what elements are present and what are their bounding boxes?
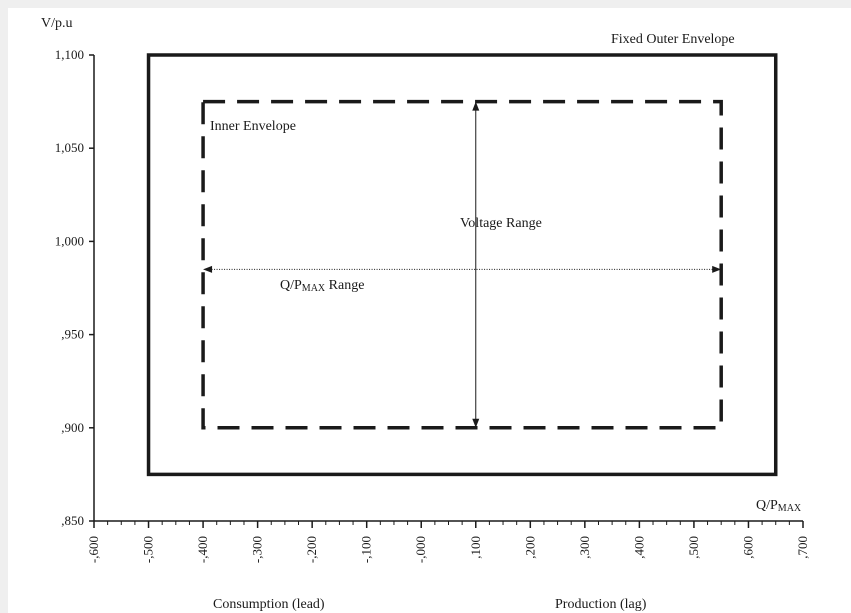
inner-envelope [201,99,723,430]
outer-envelope-label: Fixed Outer Envelope [611,32,735,47]
voltage-arrow-head-top [472,101,480,111]
y-ticks: 1,100 1,050 1,000 ,950 ,900 ,850 [55,47,94,528]
x-tick-label: -,400 [195,536,210,563]
x-tick-label: -,600 [86,536,101,563]
x-tick-label: ,100 [468,536,483,559]
q-range-label: Q/PMAX Range [280,278,364,294]
x-tick-label: ,700 [795,536,810,559]
x-ticks: -,600 -,500 -,400 -,300 -,200 -,100 -,000 ,100,… [86,521,810,563]
x-axis-label: Q/PMAX [756,498,802,514]
production-label: Production (lag) [555,597,647,612]
envelope-chart: V/p.u Q/PMAX 1,100 1,050 1,000 ,950 ,900 ,850… [41,16,810,612]
y-tick-label: 1,100 [55,47,84,62]
x-tick-label: -,300 [250,536,265,563]
x-tick-label: -,200 [304,536,319,563]
x-tick-label: -,500 [141,536,156,563]
q-arrow-head-left [203,265,213,273]
x-tick-label: ,300 [577,536,592,559]
outer-envelope [146,53,778,477]
y-tick-label: 1,050 [55,140,84,155]
voltage-range-label: Voltage Range [460,216,542,231]
x-tick-label: ,200 [522,536,537,559]
x-tick-label: -,000 [413,536,428,563]
y-tick-label: ,850 [61,513,84,528]
x-tick-label: -,100 [359,536,374,563]
inner-envelope-label: Inner Envelope [210,119,296,134]
chart-page: V/p.u Q/PMAX 1,100 1,050 1,000 ,950 ,900 ,850… [8,8,851,613]
x-tick-label: ,500 [686,536,701,559]
x-tick-label: ,400 [631,536,646,559]
y-tick-label: ,900 [61,420,84,435]
y-axis-label: V/p.u [41,16,73,31]
y-tick-label: 1,000 [55,233,84,248]
x-tick-label: ,600 [740,536,755,559]
y-tick-label: ,950 [61,327,84,342]
voltage-arrow-head-bottom [472,418,480,428]
axes: V/p.u Q/PMAX [41,16,803,522]
consumption-label: Consumption (lead) [213,597,325,612]
q-arrow-head-right [712,265,722,273]
